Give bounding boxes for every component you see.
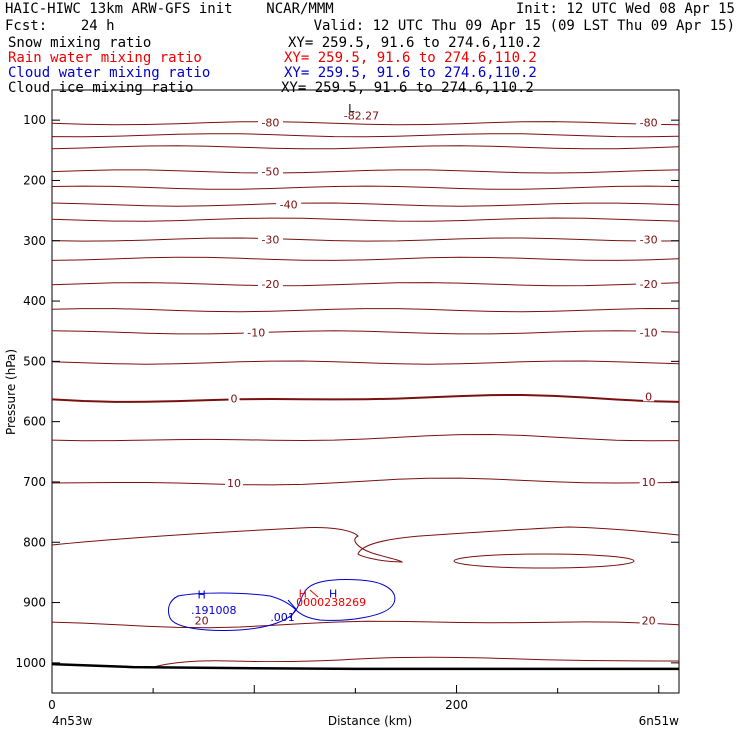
y-tick-label-100: 100 (23, 113, 46, 127)
x-tick-label-0: 0 (48, 698, 56, 712)
extremum-label-0: L (348, 102, 355, 115)
contour-label-4: -30 (261, 234, 279, 247)
isotherm-line--10 (51, 330, 680, 335)
isotherm-line-10 (51, 477, 680, 486)
contour-label-9: -10 (640, 326, 658, 339)
cloud-water-saddle (287, 599, 297, 619)
plot-frame (51, 89, 680, 694)
y-tick-label-600: 600 (23, 415, 46, 429)
contour-label-bg-1 (636, 115, 662, 128)
isotherm-line--60 (51, 145, 680, 150)
y-tick-label-700: 700 (23, 475, 46, 489)
isotherm-line--25 (51, 256, 680, 261)
contour-label-0: -80 (261, 117, 279, 130)
legend-cloud-water-xy: XY= 259.5, 91.6 to 274.6,110.2 (284, 65, 537, 81)
contour-label-bg-6 (257, 277, 283, 290)
x-axis-title: Distance (km) (328, 714, 412, 728)
header-line2-right: Valid: 12 UTC Thu 09 Apr 15 (09 LST Thu … (313, 18, 735, 34)
contour-label-2: -50 (261, 165, 279, 178)
extremum-label-6: H (299, 588, 307, 601)
y-tick-label-900: 900 (23, 596, 46, 610)
legend-cloud-ice-name: Cloud ice mixing ratio (8, 80, 194, 96)
contour-label-bg-9 (636, 325, 662, 338)
legend-cloud-ice-xy: XY= 259.5, 91.6 to 274.6,110.2 (281, 80, 534, 96)
contour-label-bg-4 (257, 232, 283, 245)
rain-water-tick (309, 589, 319, 598)
header-line1-right: Init: 12 UTC Wed 08 Apr 15 (515, 1, 735, 17)
isotherm-line--35 (51, 217, 680, 222)
contour-label-bg-3 (276, 197, 302, 210)
legend-snow-xy: XY= 259.5, 91.6 to 274.6,110.2 (288, 35, 541, 51)
extremum-label-5: H (329, 588, 337, 601)
header-line2-left: Fcst: 24 h (5, 18, 115, 34)
extremum-label-4: .001 (270, 611, 295, 624)
isotherm-line-5 (51, 433, 680, 442)
contour-label-bg-11 (643, 389, 655, 402)
contour-label-11: 0 (645, 390, 652, 403)
extremum-label-bg-0 (337, 100, 366, 113)
contour-label-bg-14 (192, 613, 211, 626)
isotherm-line-0 (51, 393, 680, 403)
contour-label-bg-10 (228, 391, 240, 404)
x-endpoint-right: 6n51w (639, 714, 680, 728)
contour-label-5: -30 (640, 234, 658, 247)
isotherm-line--45 (51, 185, 680, 190)
cloud-water-contour (167, 579, 396, 631)
y-tick-label-800: 800 (23, 535, 46, 549)
legend-rain-name: Rain water mixing ratio (8, 50, 202, 66)
isotherm-line--15 (51, 307, 680, 313)
header-line1-left: HAIC-HIWC 13km ARW-GFS init NCAR/MMM (5, 1, 334, 17)
contour-label-3: -40 (280, 199, 298, 212)
x-tick-label-200: 200 (445, 698, 468, 712)
extremum-label-7: 0000238269 (296, 596, 366, 609)
contour-label-13: 10 (642, 476, 656, 489)
closed-contour-right (453, 553, 635, 569)
contour-label-bg-2 (257, 164, 283, 177)
isotherm-line-20 (51, 620, 680, 629)
isotherm-line-800-wavy (51, 526, 680, 563)
isotherm-line--5 (51, 360, 680, 365)
y-tick-label-200: 200 (23, 173, 46, 187)
contour-label-bg-5 (636, 232, 662, 245)
contour-label-14: 20 (195, 615, 209, 628)
contour-label-bg-0 (257, 115, 283, 128)
y-tick-label-500: 500 (23, 354, 46, 368)
isotherm-line--80 (51, 121, 680, 126)
legend-rain-xy: XY= 259.5, 91.6 to 274.6,110.2 (284, 50, 537, 66)
surface-pressure-line (51, 662, 679, 671)
contour-label-15: 20 (642, 615, 656, 628)
contour-label-12: 10 (227, 477, 241, 490)
x-endpoint-left: 4n53w (52, 714, 93, 728)
legend-cloud-water-name: Cloud water mixing ratio (8, 65, 211, 81)
y-axis-title: Pressure (hPa) (4, 349, 18, 435)
contour-label-6: -20 (261, 278, 279, 291)
contour-label-bg-13 (639, 474, 658, 487)
legend-snow-name: Snow mixing ratio (8, 35, 152, 51)
y-tick-label-400: 400 (23, 294, 46, 308)
contour-label-10: 0 (231, 393, 238, 406)
contour-label-1: -80 (640, 117, 658, 130)
contour-label-bg-7 (636, 277, 662, 290)
isotherm-line--30 (51, 237, 680, 242)
isotherm-line--20 (51, 282, 680, 287)
contour-label-bg-12 (225, 476, 244, 489)
contour-label-8: -10 (247, 326, 265, 339)
y-tick-label-300: 300 (23, 234, 46, 248)
extremum-label-2: H (198, 589, 206, 602)
extremum-label-3: .191008 (191, 604, 237, 617)
contour-label-bg-15 (639, 613, 658, 626)
contour-label-7: -20 (640, 278, 658, 291)
isotherm-line--50 (51, 169, 680, 174)
contour-label-bg-8 (243, 325, 269, 338)
isotherm-line--40 (51, 202, 680, 207)
isotherm-line-1000 (149, 656, 680, 669)
isotherm-line--70 (51, 133, 680, 138)
extremum-label-1: -82.27 (344, 109, 379, 122)
y-tick-label-1000: 1000 (15, 656, 46, 670)
